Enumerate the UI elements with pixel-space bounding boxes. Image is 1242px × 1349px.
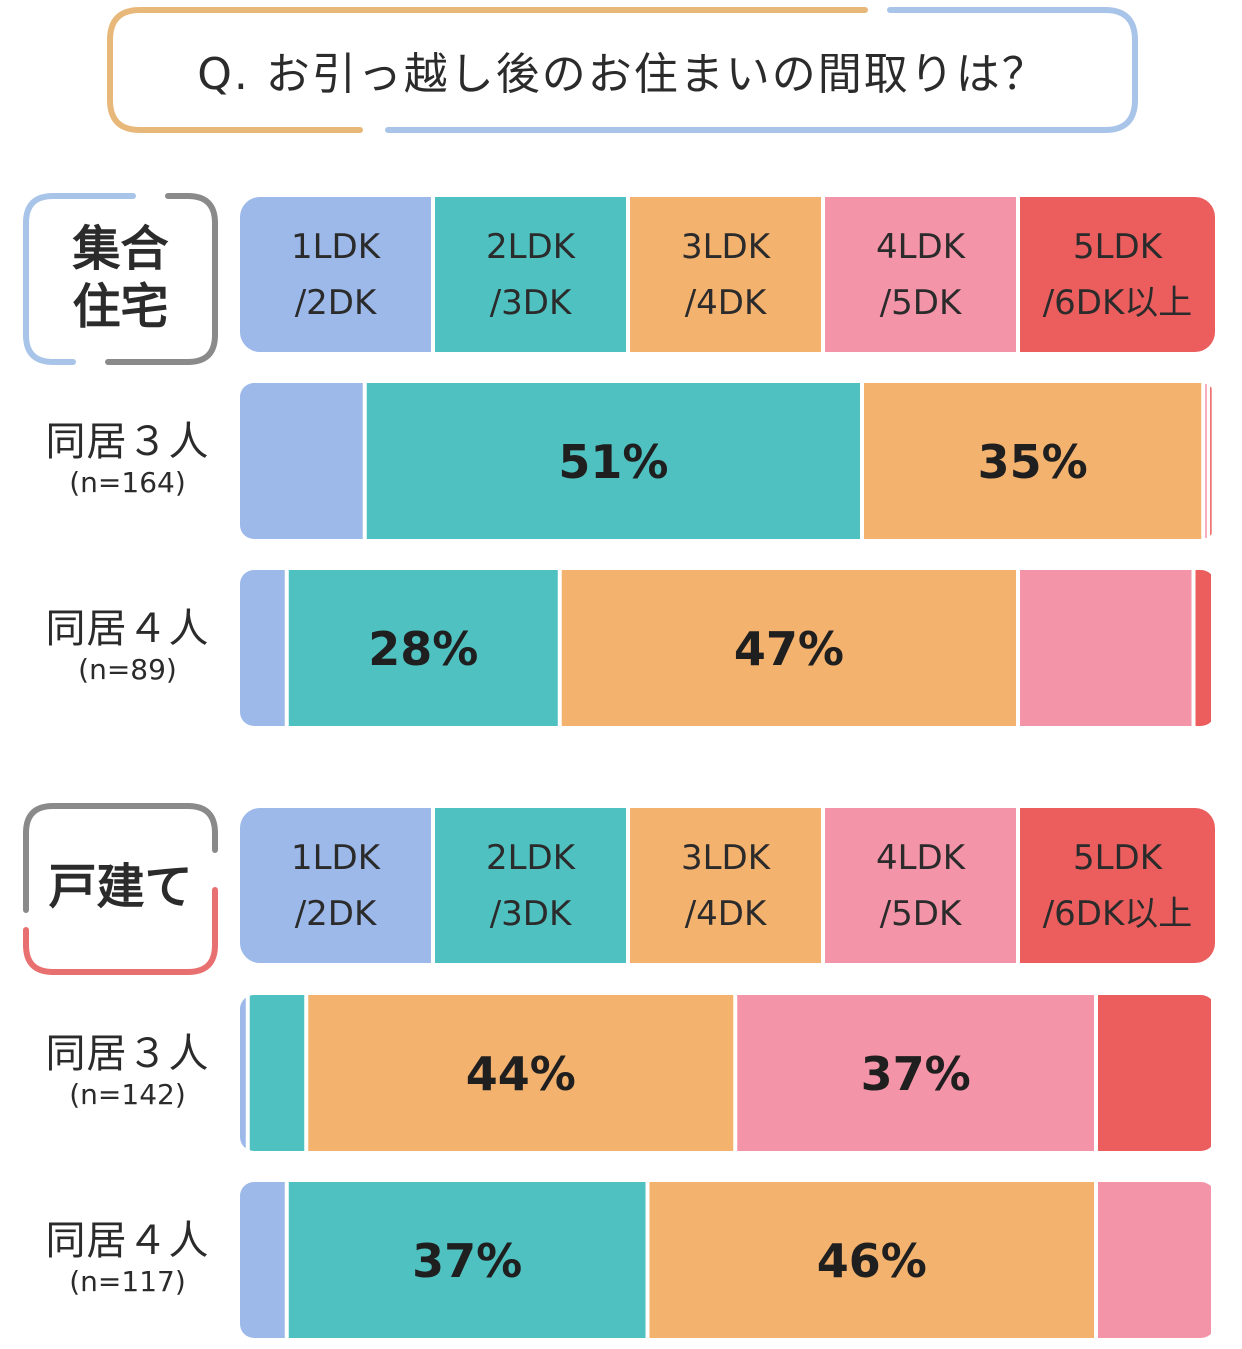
legend-item-1: 1LDK/2DK: [240, 197, 435, 352]
legend-item-4: 4LDK/5DK: [825, 808, 1020, 963]
legend-item-5: 5LDK/6DK以上: [1020, 808, 1215, 963]
bar-value-label: 37%: [412, 1234, 522, 1288]
bar-segment-3: [864, 383, 1202, 539]
legend-item-line2: /2DK: [294, 282, 377, 323]
row-label-n: (n=89): [78, 653, 177, 686]
legend-item-line2: /3DK: [489, 893, 572, 934]
legend-item-3: 3LDK/4DK: [630, 808, 825, 963]
row-label-main: 同居３人: [45, 1031, 210, 1077]
legend-item-line1: 4LDK: [875, 837, 966, 878]
bar-segment-2: [249, 995, 305, 1151]
legend-item-line1: 4LDK: [875, 226, 966, 267]
bar-segment-5: [1210, 383, 1212, 539]
row-label-n: (n=142): [69, 1078, 186, 1111]
bar-value-label: 35%: [978, 435, 1088, 489]
bar-segment-5: [1195, 570, 1211, 726]
bar-segment-3: [561, 570, 1016, 726]
stacked-bar-apartment-3: 51% 35%: [240, 383, 1212, 539]
stacked-bar-apartment-4: 28% 47%: [240, 570, 1211, 726]
house-legend: 1LDK/2DK 2LDK/3DK 3LDK/4DK 4LDK/5DK 5LDK/6DK…: [240, 808, 1215, 963]
bar-segment-1: [240, 995, 246, 1151]
house-section-badge: 戸建て: [18, 800, 223, 978]
legend-item-line1: 3LDK: [680, 226, 771, 267]
question-title-box: Q. お引っ越し後のお住まいの間取りは？: [100, 0, 1145, 140]
row-label-apartment-4: 同居４人 (n=89): [20, 605, 235, 687]
bar-segment-2: [366, 383, 860, 539]
bar-segment-2: [288, 570, 558, 726]
legend-item-line2: /6DK以上: [1042, 282, 1193, 323]
bar-segment-4: [737, 995, 1094, 1151]
row-label-house-3: 同居３人 (n=142): [20, 1030, 235, 1112]
bar-segment-1: [240, 570, 285, 726]
bar-segment-1: [240, 1182, 285, 1338]
bar-segment-5: [1098, 995, 1211, 1151]
question-title: Q. お引っ越し後のお住まいの間取りは？: [197, 49, 1048, 100]
bar-segment-2: [288, 1182, 646, 1338]
stacked-bar-house-3: 44% 37%: [240, 995, 1211, 1151]
bar-segment-3: [649, 1182, 1094, 1338]
legend-item-line2: /5DK: [879, 282, 962, 323]
stacked-bar-house-4: 37% 46%: [240, 1182, 1211, 1338]
legend-item-line1: 2LDK: [485, 837, 576, 878]
bar-value-label: 46%: [817, 1234, 927, 1288]
bar-segment-4: [1205, 383, 1207, 539]
bar-value-label: 47%: [734, 622, 844, 676]
legend-item-line2: /4DK: [684, 282, 767, 323]
legend-item-line1: 5LDK: [1072, 226, 1163, 267]
row-label-n: (n=117): [69, 1265, 186, 1298]
bar-value-label: 37%: [861, 1047, 971, 1101]
legend-item-line1: 5LDK: [1072, 837, 1163, 878]
row-label-main: 同居４人: [45, 606, 210, 652]
legend-item-2: 2LDK/3DK: [435, 197, 630, 352]
legend-item-line2: /5DK: [879, 893, 962, 934]
legend-item-3: 3LDK/4DK: [630, 197, 825, 352]
bar-value-label: 44%: [466, 1047, 576, 1101]
apartment-legend: 1LDK/2DK 2LDK/3DK 3LDK/4DK 4LDK/5DK 5LDK/6DK…: [240, 197, 1215, 352]
bar-segment-4: [1020, 570, 1192, 726]
row-label-apartment-3: 同居３人 (n=164): [20, 418, 235, 500]
bar-segment-1: [240, 383, 363, 539]
legend-item-line1: 2LDK: [485, 226, 576, 267]
apartment-badge-line2: 住宅: [72, 279, 169, 335]
row-label-n: (n=164): [69, 466, 186, 499]
legend-item-2: 2LDK/3DK: [435, 808, 630, 963]
bar-segment-3: [308, 995, 734, 1151]
legend-item-line1: 1LDK: [290, 226, 381, 267]
apartment-badge-border: [23, 193, 218, 365]
legend-item-4: 4LDK/5DK: [825, 197, 1020, 352]
legend-item-line2: /6DK以上: [1042, 893, 1193, 934]
house-badge-border: [23, 803, 218, 975]
bar-segment-4: [1098, 1182, 1211, 1338]
row-label-house-4: 同居４人 (n=117): [20, 1217, 235, 1299]
legend-item-line1: 3LDK: [680, 837, 771, 878]
row-label-main: 同居３人: [45, 419, 210, 465]
legend-item-1: 1LDK/2DK: [240, 808, 435, 963]
title-border: [107, 7, 1138, 133]
legend-item-line2: /2DK: [294, 893, 377, 934]
apartment-badge-line1: 集合: [72, 221, 169, 277]
legend-item-line2: /3DK: [489, 282, 572, 323]
bar-value-label: 28%: [368, 622, 478, 676]
legend-item-line1: 1LDK: [290, 837, 381, 878]
apartment-section-badge: 集合 住宅: [18, 190, 223, 368]
house-badge-line1: 戸建て: [48, 859, 193, 915]
legend-item-line2: /4DK: [684, 893, 767, 934]
bar-value-label: 51%: [558, 435, 668, 489]
row-label-main: 同居４人: [45, 1218, 210, 1264]
legend-item-5: 5LDK/6DK以上: [1020, 197, 1215, 352]
